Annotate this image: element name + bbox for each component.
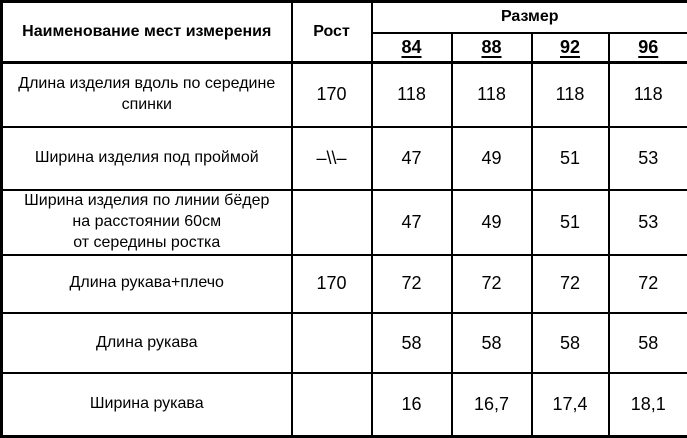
table-body: Длина изделия вдоль по середине спинки 1… [0,61,687,438]
header-row-sizes: 84 88 92 96 [2,31,687,64]
rost-value-cell [290,372,373,438]
measurement-label-cell: Ширина изделия по линии бёдер на расстоя… [0,189,293,256]
size-value-cell: 17,4 [530,372,610,438]
rost-value-cell: 170 [290,61,373,128]
size-value-cell: 53 [607,189,687,256]
size-value-cell: 47 [370,189,453,256]
header-size-96: 96 [607,31,687,64]
size-value-cell: 72 [450,253,533,314]
table-row: Ширина изделия под проймой –\\– 47 49 51… [0,125,687,192]
rost-value-cell: –\\– [290,125,373,192]
rost-value-cell [290,311,373,375]
measurement-label-cell: Ширина рукава [0,372,293,438]
table-header: Наименование мест измерения Рост Размер … [0,0,687,64]
table-row: Ширина рукава 16 16,7 17,4 18,1 [0,372,687,438]
table-row: Длина рукава 58 58 58 58 [0,311,687,375]
header-razmer: Размер [370,0,687,34]
size-value-cell: 18,1 [607,372,687,438]
size-value-cell: 58 [607,311,687,375]
header-measurement: Наименование мест измерения [0,0,293,64]
size-value-cell: 49 [450,189,533,256]
table-row: Ширина изделия по линии бёдер на расстоя… [0,189,687,256]
size-value-cell: 53 [607,125,687,192]
table-row: Длина изделия вдоль по середине спинки 1… [0,61,687,128]
size-value-cell: 118 [607,61,687,128]
table-row: Длина рукава+плечо 170 72 72 72 72 [0,253,687,314]
header-rost: Рост [290,0,373,64]
size-value-cell: 58 [530,311,610,375]
size-value-cell: 72 [530,253,610,314]
header-size-84: 84 [370,31,453,64]
size-value-cell: 58 [370,311,453,375]
size-value-cell: 47 [370,125,453,192]
measurement-label-cell: Ширина изделия под проймой [0,125,293,192]
size-value-cell: 16 [370,372,453,438]
size-value-cell: 118 [530,61,610,128]
rost-value-cell [290,189,373,256]
size-value-cell: 58 [450,311,533,375]
header-size-88: 88 [450,31,533,64]
size-value-cell: 72 [370,253,453,314]
size-value-cell: 16,7 [450,372,533,438]
rost-value-cell: 170 [290,253,373,314]
size-value-cell: 118 [370,61,453,128]
size-value-cell: 49 [450,125,533,192]
size-value-cell: 72 [607,253,687,314]
measurement-label-cell: Длина рукава+плечо [0,253,293,314]
measurement-label-cell: Длина рукава [0,311,293,375]
size-value-cell: 118 [450,61,533,128]
header-row-top: Наименование мест измерения Рост Размер [0,0,687,64]
header-size-92: 92 [530,31,610,64]
size-value-cell: 51 [530,189,610,256]
measurement-label-cell: Длина изделия вдоль по середине спинки [0,61,293,128]
size-value-cell: 51 [530,125,610,192]
